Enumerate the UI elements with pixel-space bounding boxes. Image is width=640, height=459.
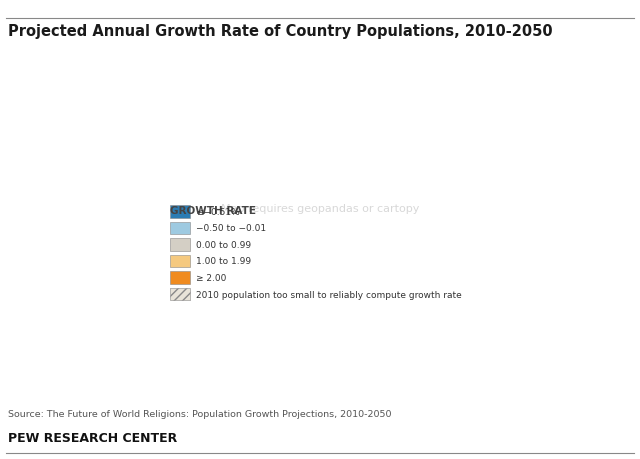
Text: Map requires geopandas or cartopy: Map requires geopandas or cartopy	[221, 204, 419, 214]
Text: PEW RESEARCH CENTER: PEW RESEARCH CENTER	[8, 431, 177, 444]
Text: ≥ 2.00: ≥ 2.00	[196, 274, 227, 282]
Text: Projected Annual Growth Rate of Country Populations, 2010-2050: Projected Annual Growth Rate of Country …	[8, 24, 552, 39]
Text: 0.00 to 0.99: 0.00 to 0.99	[196, 241, 252, 249]
Text: Source: The Future of World Religions: Population Growth Projections, 2010-2050: Source: The Future of World Religions: P…	[8, 409, 391, 419]
Text: GROWTH RATE: GROWTH RATE	[170, 205, 255, 215]
Text: ≤−0.51%: ≤−0.51%	[196, 207, 240, 216]
Text: −0.50 to −0.01: −0.50 to −0.01	[196, 224, 267, 233]
Text: 1.00 to 1.99: 1.00 to 1.99	[196, 257, 252, 266]
Text: 2010 population too small to reliably compute growth rate: 2010 population too small to reliably co…	[196, 290, 462, 299]
